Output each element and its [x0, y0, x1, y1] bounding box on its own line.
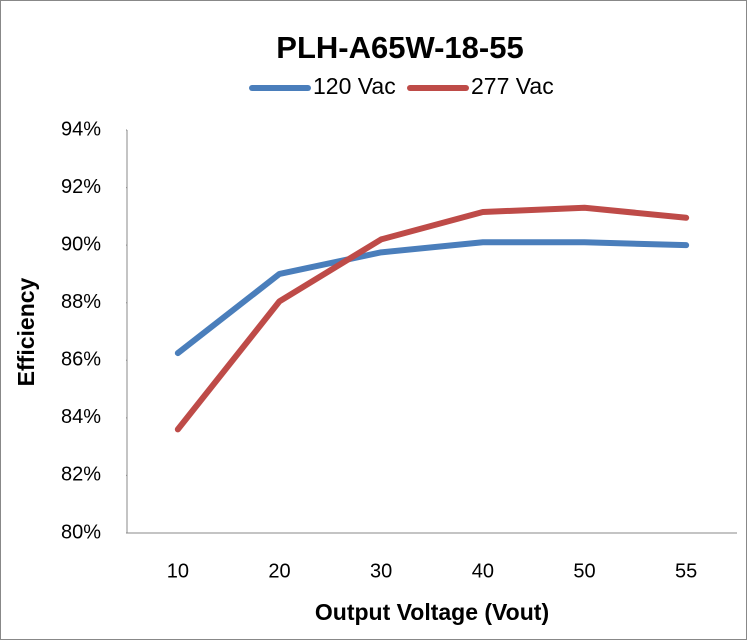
chart-title: PLH-A65W-18-55	[276, 30, 523, 65]
y-tick-label: 88%	[61, 291, 101, 313]
series-line	[174, 204, 690, 433]
x-tick-label: 55	[675, 560, 697, 582]
legend-label: 120 Vac	[313, 73, 396, 99]
x-tick-label: 10	[167, 560, 189, 582]
y-tick-label: 80%	[61, 521, 101, 543]
y-tick-label: 86%	[61, 349, 101, 371]
y-tick-label: 84%	[61, 406, 101, 428]
x-axis-title: Output Voltage (Vout)	[315, 599, 549, 625]
x-tick-label: 40	[472, 560, 494, 582]
legend-label: 277 Vac	[471, 73, 554, 99]
y-tick-label: 94%	[61, 118, 101, 140]
y-axis-title: Efficiency	[13, 277, 39, 386]
y-tick-label: 82%	[61, 464, 101, 486]
y-tick-label: 90%	[61, 233, 101, 255]
series-line	[174, 239, 690, 357]
x-tick-label: 50	[573, 560, 595, 582]
y-tick-label: 92%	[61, 176, 101, 198]
x-tick-label: 20	[268, 560, 290, 582]
x-tick-label: 30	[370, 560, 392, 582]
